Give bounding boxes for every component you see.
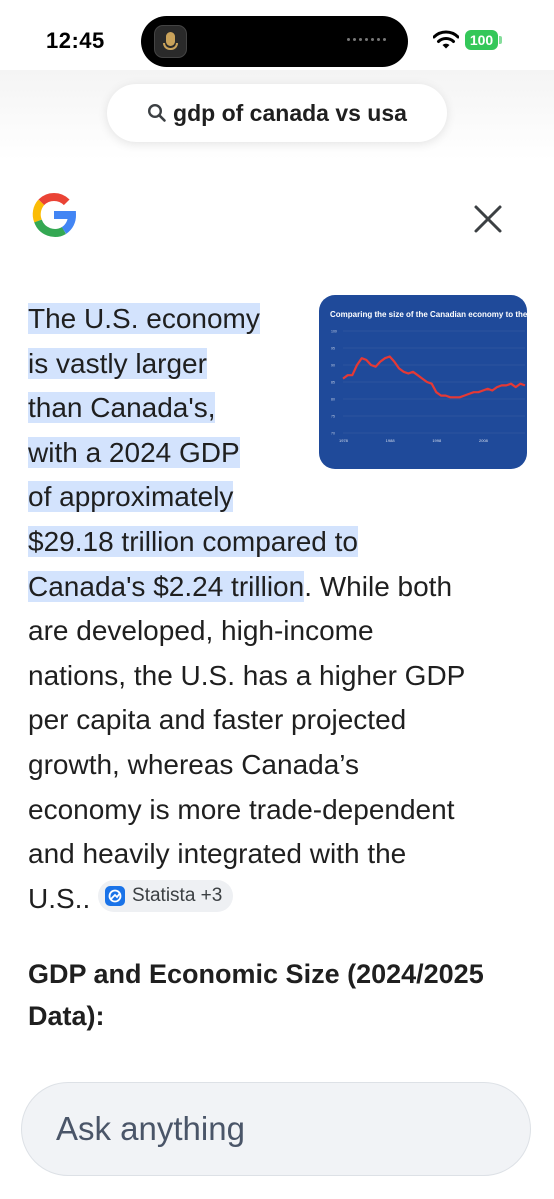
answer-line: and heavily integrated with the [28, 838, 407, 870]
chart-y-tick-label: 90 [331, 364, 335, 368]
chart-y-tick-label: 70 [331, 432, 335, 436]
close-icon[interactable] [470, 201, 506, 237]
answer-line: economy is more trade-dependent [28, 793, 455, 825]
answer-line: than Canada's, [28, 392, 216, 424]
search-query-pill[interactable]: gdp of canada vs usa [107, 84, 447, 142]
section-heading: GDP and Economic Size (2024/2025 Data): [28, 959, 484, 1031]
answer-line: with a 2024 GDP [28, 436, 240, 468]
answer-line: growth, whereas Canada’s [28, 748, 360, 780]
ask-placeholder: Ask anything [56, 1110, 245, 1147]
statista-icon [105, 886, 126, 907]
ask-input[interactable]: Ask anything [21, 1082, 531, 1176]
status-time: 12:45 [46, 28, 105, 53]
battery-icon: 100 [465, 30, 502, 50]
chart-title: Comparing the size of the Canadian econo… [330, 310, 527, 319]
answer-line: per capita and faster projected [28, 704, 407, 736]
dynamic-island[interactable] [141, 16, 408, 67]
answer-line: Canada's $2.24 trillion. While both [28, 570, 453, 602]
chart-x-tick-label: 1978 [339, 438, 349, 443]
chart-series-line [342, 355, 526, 399]
audio-wave-icon [347, 38, 386, 41]
search-query-text: gdp of canada vs usa [173, 99, 407, 126]
battery-level: 100 [465, 30, 498, 50]
answer-line: The U.S. economy [28, 303, 260, 334]
search-icon [148, 103, 166, 122]
chart-x-tick-label: 1998 [432, 438, 442, 443]
answer-line: of approximately [28, 481, 234, 513]
chart-y-tick-label: 75 [331, 415, 335, 419]
microphone-app-icon[interactable] [154, 25, 187, 58]
wifi-icon [433, 30, 459, 49]
chart-x-tick-label: 2008 [479, 438, 489, 443]
answer-line: nations, the U.S. has a higher GDP [28, 659, 466, 691]
answer-line: are developed, high-income [28, 615, 374, 647]
source-chip[interactable]: Statista +3 [98, 880, 234, 913]
google-g-icon [32, 193, 76, 237]
chart-svg: 100 95 90 85 80 75 70 1978 1988 1998 2008 [331, 330, 526, 443]
answer-line: is vastly larger [28, 347, 207, 379]
chart-y-tick-label: 80 [331, 398, 335, 402]
chart-thumbnail[interactable]: 100 95 90 85 80 75 70 1978 1988 1998 2008 Comparin… [319, 295, 527, 469]
chart-y-tick-label: 100 [331, 330, 337, 334]
answer-line: U.S.. Statista +3 [28, 877, 523, 922]
ai-answer: The U.S. economy is vastly larger than C… [28, 297, 523, 921]
chart-y-tick-label: 85 [331, 381, 335, 385]
source-chip-label: Statista +3 [132, 885, 223, 907]
chart-x-tick-label: 1988 [386, 438, 396, 443]
answer-line: $29.18 trillion compared to [28, 525, 358, 557]
chart-y-tick-label: 95 [331, 347, 335, 351]
